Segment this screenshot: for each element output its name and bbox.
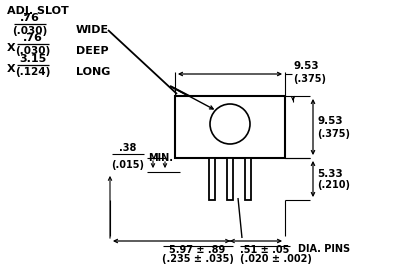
Text: 9.53: 9.53 bbox=[317, 116, 343, 126]
Text: LONG: LONG bbox=[76, 67, 110, 77]
Bar bbox=[209, 158, 215, 200]
Text: (.235 ± .035): (.235 ± .035) bbox=[162, 254, 234, 264]
Text: .51 ± .05: .51 ± .05 bbox=[240, 245, 289, 255]
Text: .76: .76 bbox=[20, 13, 40, 23]
Bar bbox=[175, 96, 285, 158]
Text: (.375): (.375) bbox=[317, 129, 350, 139]
Text: X: X bbox=[7, 64, 16, 74]
Bar bbox=[227, 158, 233, 200]
Text: (.015): (.015) bbox=[112, 160, 144, 170]
Text: .38: .38 bbox=[119, 143, 137, 153]
Text: ADJ. SLOT: ADJ. SLOT bbox=[7, 6, 69, 16]
Circle shape bbox=[210, 104, 250, 144]
Text: (.375): (.375) bbox=[293, 74, 326, 84]
Text: .76: .76 bbox=[23, 33, 43, 43]
Text: DIA. PINS: DIA. PINS bbox=[298, 244, 350, 254]
Text: (.124): (.124) bbox=[15, 67, 51, 77]
Text: 3.15: 3.15 bbox=[19, 54, 47, 64]
Text: 5.97 ± .89: 5.97 ± .89 bbox=[169, 245, 226, 255]
Text: 9.53: 9.53 bbox=[293, 61, 319, 71]
Text: (.020 ± .002): (.020 ± .002) bbox=[240, 254, 312, 264]
Text: MIN.: MIN. bbox=[148, 153, 173, 163]
Text: (.030): (.030) bbox=[12, 26, 48, 36]
Text: WIDE: WIDE bbox=[76, 25, 109, 35]
Text: DEEP: DEEP bbox=[76, 46, 109, 56]
Text: 5.33: 5.33 bbox=[317, 169, 343, 179]
Text: (.210): (.210) bbox=[317, 180, 350, 190]
Text: X: X bbox=[7, 43, 16, 53]
Bar bbox=[245, 158, 251, 200]
Text: (.030): (.030) bbox=[15, 46, 51, 56]
